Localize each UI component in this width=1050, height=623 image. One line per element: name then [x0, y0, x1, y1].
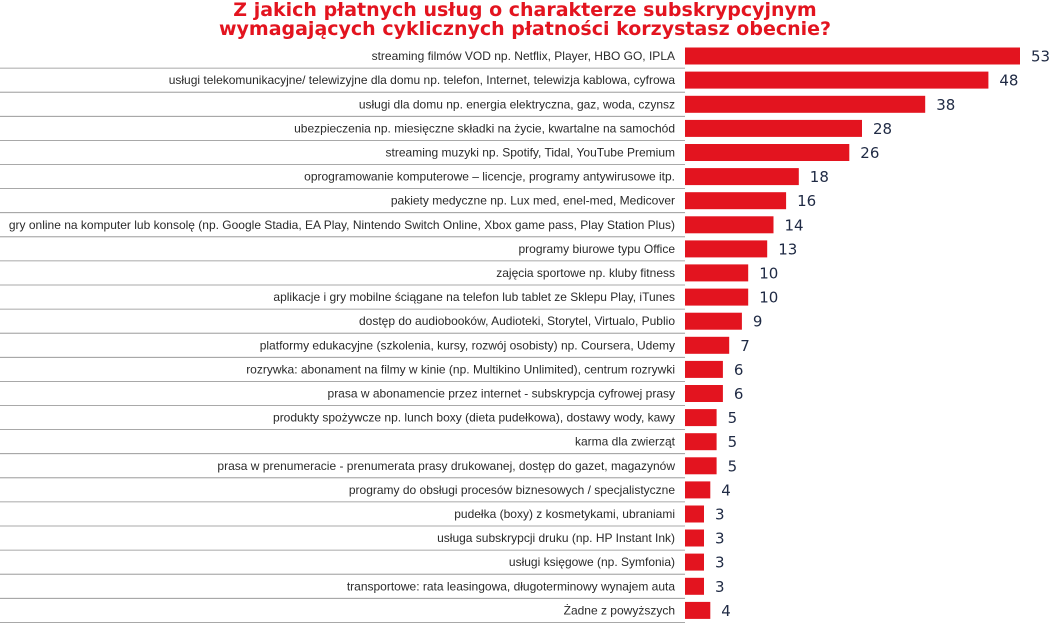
- category-label: programy do obsługi procesów biznesowych…: [349, 483, 675, 497]
- category-label: Żadne z powyższych: [564, 603, 675, 617]
- bar: [685, 192, 787, 210]
- category-label: prasa w prenumeracie - prenumerata prasy…: [217, 459, 675, 473]
- bar: [685, 71, 989, 89]
- bar: [685, 95, 926, 113]
- value-label: 48: [999, 72, 1018, 90]
- value-label: 26: [860, 144, 879, 162]
- bar: [685, 433, 717, 451]
- value-label: 4: [721, 602, 731, 620]
- category-label: streaming filmów VOD np. Netflix, Player…: [372, 49, 675, 63]
- category-label: oprogramowanie komputerowe – licencje, p…: [304, 170, 675, 184]
- category-label: streaming muzyki np. Spotify, Tidal, You…: [386, 146, 675, 160]
- category-label: pakiety medyczne np. Lux med, enel-med, …: [391, 194, 675, 208]
- value-label: 38: [936, 96, 955, 114]
- bar: [685, 264, 749, 282]
- bar: [685, 385, 723, 402]
- value-label: 18: [810, 168, 829, 186]
- category-label: prasa w abonamencie przez internet - sub…: [328, 387, 675, 401]
- category-label: usługa subskrypcji druku (np. HP Instant…: [437, 531, 675, 545]
- value-label: 10: [759, 264, 778, 282]
- bar: [685, 553, 704, 571]
- bar: [685, 457, 717, 475]
- category-label: transportowe: rata leasingowa, długoterm…: [347, 579, 675, 593]
- bar: [685, 481, 711, 499]
- category-label: pudełka (boxy) z kosmetykami, ubraniami: [454, 507, 675, 521]
- category-label: programy biurowe typu Office: [518, 242, 675, 256]
- bar: [685, 288, 749, 306]
- value-label: 3: [715, 530, 725, 548]
- bar: [685, 216, 774, 234]
- value-label: 4: [721, 481, 731, 499]
- category-label: zajęcia sportowe np. kluby fitness: [496, 266, 675, 280]
- value-label: 14: [785, 216, 804, 234]
- value-label: 3: [715, 554, 725, 572]
- bar: [685, 529, 704, 547]
- category-label: dostęp do audiobooków, Audioteki, Storyt…: [359, 314, 675, 328]
- value-label: 10: [759, 289, 778, 307]
- bar: [685, 577, 704, 595]
- category-label: produkty spożywcze np. lunch boxy (dieta…: [273, 411, 675, 425]
- value-label: 3: [715, 578, 725, 596]
- value-label: 13: [778, 240, 797, 258]
- bar: [685, 336, 730, 354]
- bar: [685, 168, 799, 186]
- category-label: karma dla zwierząt: [575, 435, 676, 449]
- value-label: 7: [740, 337, 750, 355]
- value-label: 3: [715, 506, 725, 524]
- bar: [685, 47, 1020, 65]
- bar: [685, 360, 723, 378]
- value-label: 6: [734, 361, 744, 379]
- value-label: 16: [797, 192, 816, 210]
- category-label: gry online na komputer lub konsolę (np. …: [9, 218, 675, 232]
- category-label: rozrywka: abonament na filmy w kinie (np…: [246, 362, 675, 376]
- value-label: 6: [734, 385, 744, 403]
- value-label: 5: [728, 457, 738, 475]
- bar: [685, 119, 862, 137]
- bar: [685, 240, 768, 258]
- value-label: 5: [728, 409, 738, 427]
- value-label: 5: [728, 433, 738, 451]
- bar: [685, 312, 742, 330]
- bar: [685, 409, 717, 427]
- value-label: 28: [873, 120, 892, 138]
- category-label: usługi telekomunikacyjne/ telewizyjne dl…: [169, 73, 676, 87]
- category-label: usługi księgowe (np. Symfonia): [509, 555, 675, 569]
- bar: [685, 601, 711, 619]
- chart-subtitle: wymagających cyklicznych płatności korzy…: [218, 18, 832, 40]
- category-label: aplikacje i gry mobilne ściągane na tele…: [273, 290, 675, 304]
- category-label: ubezpieczenia np. miesięczne składki na …: [294, 121, 675, 135]
- bar: [685, 144, 850, 161]
- bar: [685, 505, 704, 523]
- category-label: usługi dla domu np. energia elektryczna,…: [359, 97, 675, 111]
- value-label: 53: [1031, 48, 1050, 66]
- category-label: platformy edukacyjne (szkolenia, kursy, …: [260, 338, 675, 352]
- chart-title: Z jakich płatnych usług o charakterze su…: [233, 0, 817, 21]
- value-label: 9: [753, 313, 763, 331]
